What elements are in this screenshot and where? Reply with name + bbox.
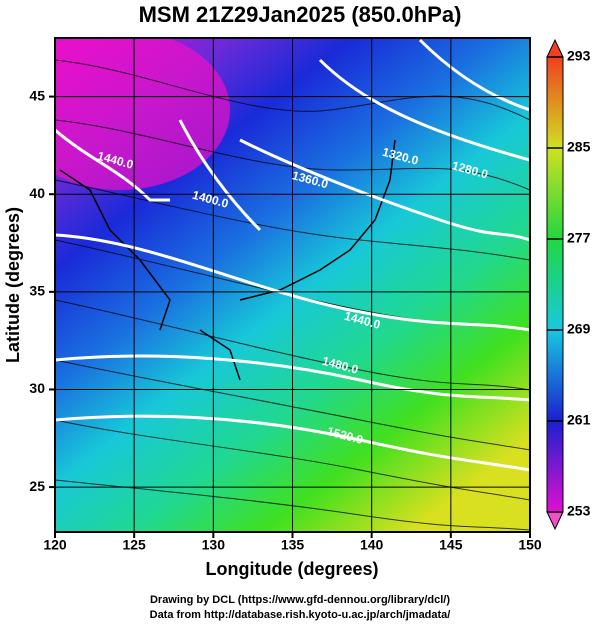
colorbar xyxy=(546,56,564,513)
y-axis-label: Latitude (degrees) xyxy=(3,207,23,363)
y-tick-label: 25 xyxy=(29,478,45,494)
x-tick-label: 120 xyxy=(43,537,67,553)
x-tick-label: 130 xyxy=(202,537,226,553)
y-tick-label: 45 xyxy=(29,87,45,103)
colorbar-top-extend xyxy=(546,38,564,58)
x-axis-label: Longitude (degrees) xyxy=(205,559,378,579)
footer-note: Drawing by DCL (https://www.gfd-dennou.o… xyxy=(150,594,450,606)
x-tick-label: 150 xyxy=(518,537,542,553)
colorbar-tick-label: 285 xyxy=(567,139,591,155)
y-tick-label: 40 xyxy=(29,185,45,201)
y-tick-label: 30 xyxy=(29,380,45,396)
x-tick-label: 145 xyxy=(439,537,463,553)
colorbar-tick-label: 253 xyxy=(567,503,591,519)
y-tick-label: 35 xyxy=(29,283,45,299)
x-tick-label: 135 xyxy=(281,537,305,553)
plot-area xyxy=(55,38,530,532)
cold-pool xyxy=(55,38,230,190)
x-tick-label: 125 xyxy=(122,537,146,553)
x-tick-label: 140 xyxy=(360,537,384,553)
height-contours xyxy=(55,38,530,472)
colorbar-tick-label: 261 xyxy=(567,412,591,428)
title: MSM 21Z29Jan2025 (850.0hPa) xyxy=(139,2,462,27)
footer-note: Data from http://database.rish.kyoto-u.a… xyxy=(150,609,451,621)
colorbar-tick-label: 293 xyxy=(567,48,591,64)
colorbar-tick-label: 269 xyxy=(567,321,591,337)
colorbar-bottom-extend xyxy=(546,511,564,531)
colorbar-tick-label: 277 xyxy=(567,230,591,246)
